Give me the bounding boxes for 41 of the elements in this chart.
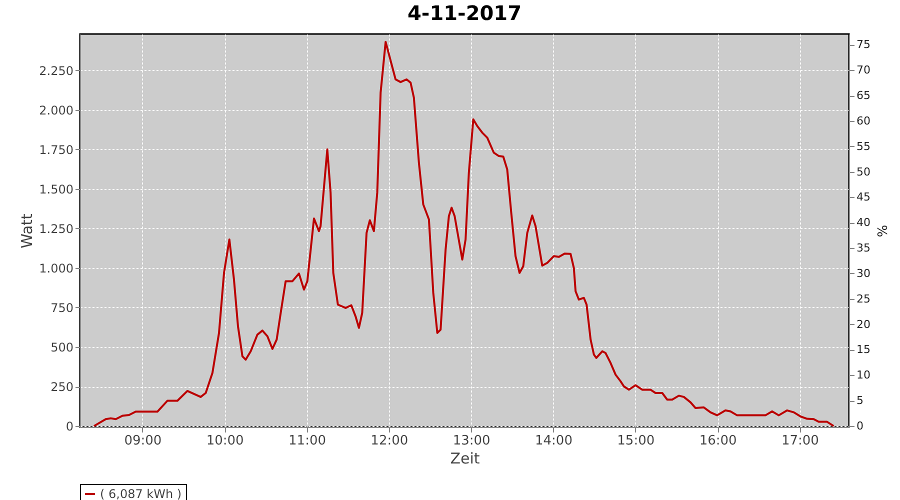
y2-tick-label: 5 (856, 394, 864, 408)
y-tick-label: 1.000 (39, 261, 74, 276)
y-tick-label: 1.750 (39, 142, 74, 157)
y-tick-label: 2.250 (39, 64, 74, 78)
y2-tick-label: 45 (856, 190, 870, 204)
y-tick-label: 500 (50, 340, 74, 355)
y2-tick-label: 40 (856, 216, 870, 230)
y2-tick-label: 75 (856, 38, 870, 52)
y-tick-label: 2.000 (39, 103, 74, 118)
y2-tick-label: 30 (856, 266, 870, 280)
x-tick-label: 11:00 (288, 434, 326, 448)
x-tick-label: 10:00 (206, 434, 244, 448)
y2-tick-label: 25 (856, 292, 870, 306)
y2-tick-label: 50 (856, 165, 870, 178)
y-axis-title: Watt (18, 213, 36, 248)
line-series (92, 40, 835, 427)
y2-axis-title: % (873, 224, 888, 238)
y2-tick-label: 60 (856, 114, 870, 128)
y2-tick-label: 55 (856, 140, 870, 153)
x-tick-label: 17:00 (781, 434, 819, 448)
x-tick-label: 12:00 (370, 434, 408, 448)
y2-tick-label: 20 (856, 318, 870, 331)
y2-tick-label: 65 (856, 89, 870, 102)
y2-tick-label: 70 (856, 64, 870, 77)
y2-tick-label: 0 (856, 419, 864, 432)
x-tick-label: 09:00 (124, 434, 162, 448)
y-tick-label: 250 (50, 380, 74, 394)
x-tick-label: 16:00 (699, 434, 737, 448)
legend-label: ( 6,087 kWh ) (100, 487, 182, 500)
x-tick-label: 14:00 (534, 434, 572, 448)
y-tick-label: 0 (66, 420, 74, 434)
y-tick-label: 1.250 (39, 222, 74, 236)
x-tick-label: 15:00 (617, 434, 655, 448)
y2-tick-label: 15 (856, 343, 870, 356)
y2-tick-label: 10 (856, 368, 870, 382)
x-axis-title: Zeit (450, 450, 480, 468)
chart-title: 4-11-2017 (407, 1, 522, 25)
x-tick-label: 13:00 (452, 434, 490, 448)
y-tick-label: 1.500 (39, 182, 74, 196)
y-tick-label: 750 (50, 300, 74, 315)
y2-tick-label: 35 (856, 242, 870, 255)
